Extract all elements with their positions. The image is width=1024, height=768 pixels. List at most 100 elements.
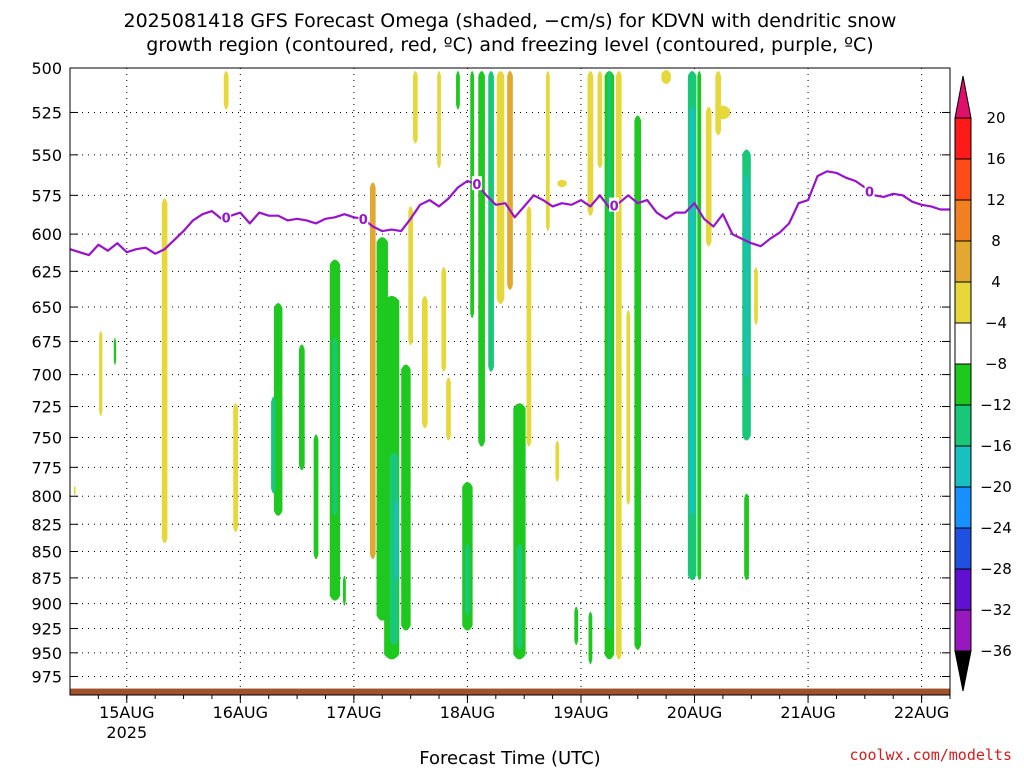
- y-tick-label: 675: [31, 332, 62, 351]
- omega-streak: [332, 337, 338, 516]
- colorbar-label: −32: [980, 601, 1012, 619]
- omega-streak: [223, 71, 229, 110]
- omega-streak: [661, 70, 671, 85]
- colorbar-label: −24: [980, 519, 1012, 537]
- y-tick-label: 825: [31, 515, 62, 534]
- omega-streak: [615, 71, 622, 660]
- freezing-level-label: 0: [222, 211, 231, 226]
- omega-streak: [689, 106, 695, 516]
- plot-frame: [69, 67, 951, 696]
- contour-label-bg: [221, 209, 232, 224]
- omega-streak: [705, 106, 712, 247]
- x-axis-title: Forecast Time (UTC): [419, 748, 600, 768]
- omega-streak: [634, 115, 642, 650]
- omega-streak: [113, 337, 117, 366]
- y-tick-label: 975: [31, 667, 62, 686]
- omega-streak: [73, 485, 76, 496]
- colorbar-label: −12: [980, 396, 1012, 414]
- x-tick-label: 22AUG: [894, 703, 949, 722]
- colorbar-swatch: [954, 568, 972, 611]
- ground-terrain-band: [70, 688, 950, 695]
- chart-title-line-2: growth region (contoured, red, ºC) and f…: [146, 34, 873, 56]
- contour-label-bg: [358, 210, 369, 225]
- omega-streak: [441, 267, 447, 372]
- omega-streak: [446, 377, 451, 441]
- omega-streak: [607, 71, 612, 631]
- omega-streak: [715, 105, 730, 120]
- omega-streak: [557, 179, 567, 188]
- omega-streak: [408, 206, 414, 346]
- freezing-level-label: 0: [610, 200, 619, 215]
- y-tick-label: 650: [31, 298, 62, 317]
- colorbar-swatch: [954, 240, 972, 283]
- colorbar-top-arrow: [954, 75, 972, 119]
- colorbar-label: 16: [986, 150, 1005, 168]
- freezing-level-line: [69, 170, 950, 257]
- colorbar-label: 8: [991, 232, 1001, 250]
- ground-band: [70, 688, 950, 695]
- y-tick-label: 800: [31, 487, 62, 506]
- freezing-level-label: 0: [359, 213, 368, 228]
- omega-streak: [470, 71, 475, 318]
- y-tick-label: 525: [31, 103, 62, 122]
- omega-streak: [465, 543, 470, 616]
- omega-streak: [545, 71, 550, 232]
- omega-streak: [456, 71, 460, 110]
- y-tick-label: 625: [31, 262, 62, 281]
- colorbar-label: 20: [986, 109, 1005, 127]
- colorbar-label: −28: [980, 560, 1012, 578]
- x-tick-label: 18AUG: [440, 703, 495, 722]
- omega-streak: [555, 440, 560, 482]
- colorbar-legend: 20 16 12 8 4 −4 −8 −12 −16 −20 −24 −28 −32 −36: [954, 75, 1012, 692]
- omega-streak: [587, 71, 594, 216]
- colorbar-swatch: [954, 199, 972, 242]
- omega-streak: [597, 71, 603, 169]
- colorbar-bottom-arrow: [954, 650, 972, 692]
- x-tick-label: 21AUG: [780, 703, 835, 722]
- omega-streak: [496, 71, 505, 305]
- y-tick-label: 575: [31, 186, 62, 205]
- credit-text: coolwx.com/modelts: [849, 746, 1012, 764]
- freezing-level-label: 0: [472, 178, 481, 193]
- freezing-level-label: 0: [865, 185, 874, 200]
- freezing-level-contour: 0 0 0 0 0: [69, 170, 950, 257]
- colorbar-label: 12: [986, 191, 1005, 209]
- omega-streak: [754, 267, 758, 325]
- omega-streak: [715, 71, 722, 136]
- omega-streak: [413, 71, 418, 144]
- colorbar-swatch: [954, 609, 972, 652]
- colorbar-label: −36: [980, 642, 1012, 660]
- omega-shading: [73, 70, 758, 665]
- omega-streak: [744, 493, 749, 581]
- y-tick-label: 600: [31, 225, 62, 244]
- colorbar-swatch: [954, 404, 972, 447]
- colorbar-label: 4: [991, 273, 1001, 291]
- colorbar-swatch: [954, 445, 972, 488]
- y-tick-label: 750: [31, 428, 62, 447]
- omega-streak: [526, 206, 532, 447]
- omega-streak: [588, 611, 593, 665]
- x-tick-year-label: 2025: [106, 723, 147, 742]
- y-tick-label: 900: [31, 595, 62, 614]
- x-tick-label: 19AUG: [553, 703, 608, 722]
- y-tick-label: 875: [31, 569, 62, 588]
- omega-streak: [161, 198, 168, 544]
- contour-label-bg: [609, 197, 620, 212]
- y-tick-label: 850: [31, 542, 62, 561]
- omega-streak: [99, 330, 103, 417]
- colorbar-swatch: [954, 486, 972, 529]
- omega-streak: [744, 174, 749, 379]
- colorbar-swatch: [954, 158, 972, 201]
- colorbar-label: −20: [980, 478, 1012, 496]
- omega-streak: [271, 396, 276, 494]
- y-tick-label: 700: [31, 366, 62, 385]
- omega-streak: [516, 543, 523, 650]
- x-tick-label: 17AUG: [326, 703, 381, 722]
- colorbar-label: −16: [980, 437, 1012, 455]
- omega-streak: [488, 71, 494, 372]
- omega-streak: [369, 182, 376, 560]
- colorbar-swatch: [954, 527, 972, 570]
- y-axis: 500 525 550 575 600 625 650 675 700 725 750 775 800 8…: [31, 59, 950, 686]
- omega-streak: [313, 434, 319, 560]
